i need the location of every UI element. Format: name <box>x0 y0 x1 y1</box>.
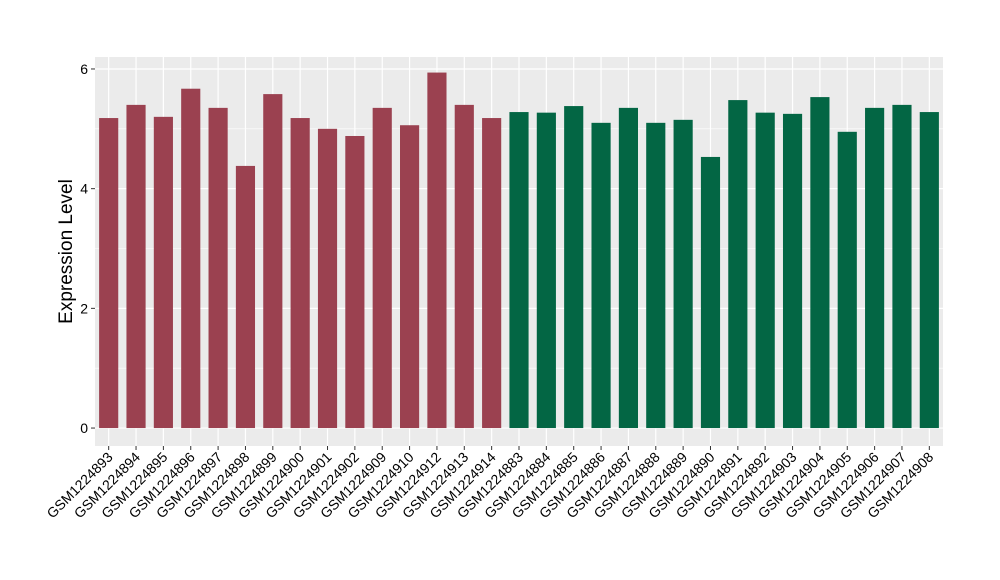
bar <box>290 118 310 429</box>
bar <box>591 122 611 429</box>
y-tick-label: 2 <box>80 300 88 316</box>
bar <box>865 107 885 429</box>
bar <box>208 107 228 429</box>
bar <box>919 112 939 429</box>
bar <box>482 118 502 429</box>
bar <box>181 88 201 429</box>
bar <box>317 128 338 429</box>
bar <box>755 112 775 429</box>
bar <box>646 122 666 429</box>
x-axis: GSM1224893GSM1224894GSM1224895GSM1224896… <box>43 446 937 521</box>
bar <box>345 135 365 429</box>
bar <box>837 131 857 429</box>
y-axis-label: Expression Level <box>56 179 77 324</box>
bar <box>235 165 256 429</box>
bar <box>263 94 283 429</box>
bar <box>454 104 474 429</box>
y-tick-label: 0 <box>80 420 88 436</box>
bar <box>810 97 830 429</box>
bars <box>99 72 939 429</box>
bar <box>564 106 584 429</box>
bar <box>400 125 420 429</box>
bar <box>892 104 912 429</box>
bar <box>427 72 447 429</box>
bar <box>509 112 529 429</box>
bar <box>673 119 693 429</box>
y-tick-label: 6 <box>80 61 88 77</box>
bar <box>153 116 173 429</box>
y-axis: 0 2 4 6 <box>80 61 95 436</box>
bar <box>372 107 392 429</box>
bar <box>728 100 748 429</box>
bar <box>700 156 721 429</box>
bar <box>126 104 146 429</box>
bar <box>782 113 803 429</box>
bar <box>618 107 638 429</box>
y-tick-label: 4 <box>80 181 88 197</box>
bar <box>536 112 556 429</box>
bar <box>99 118 119 429</box>
